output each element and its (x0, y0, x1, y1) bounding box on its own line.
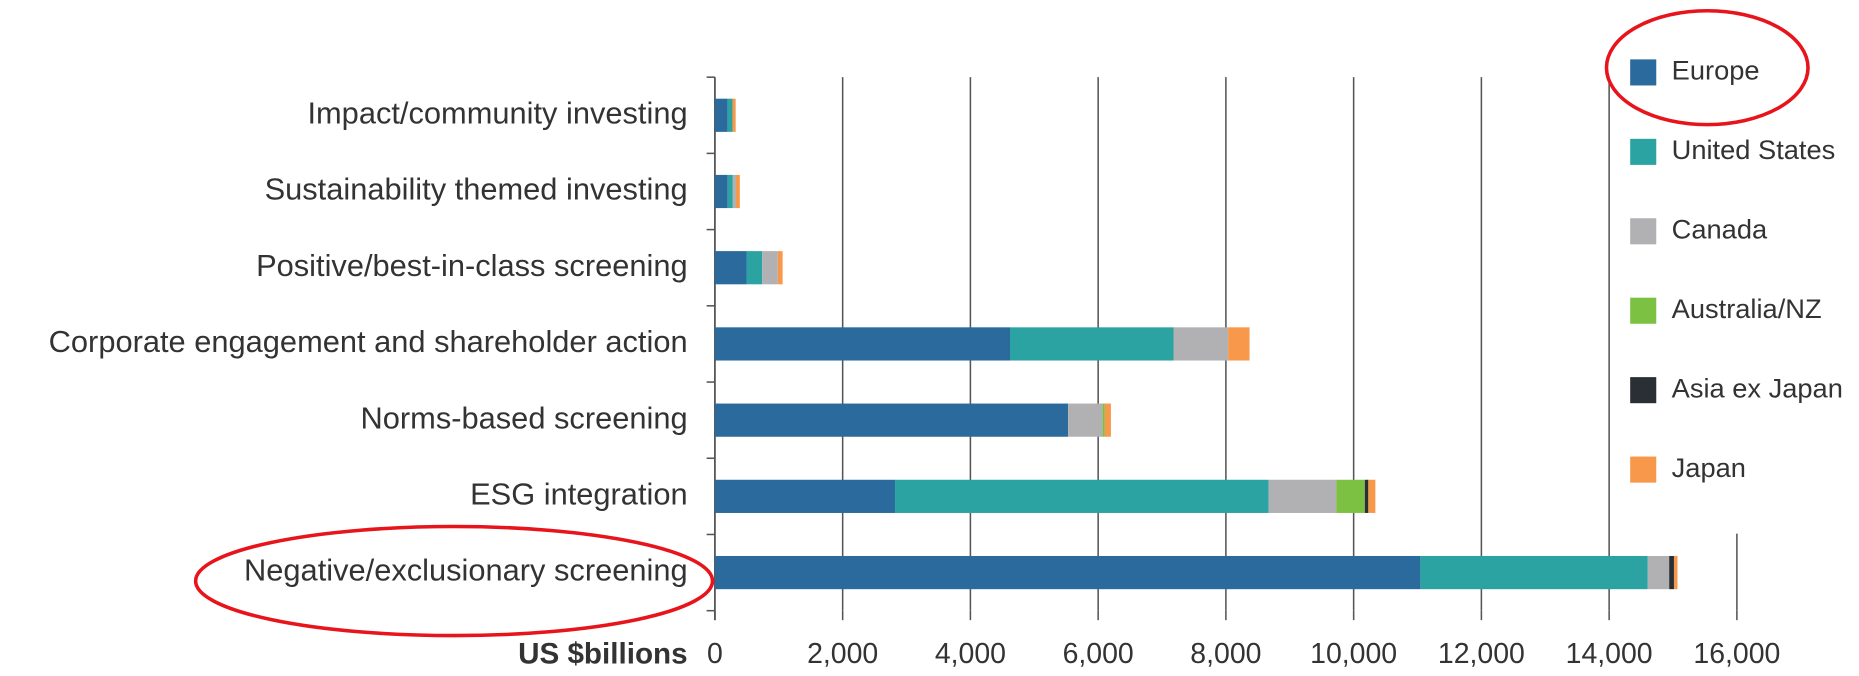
bar-segment (762, 251, 778, 285)
bar-segment (735, 174, 740, 209)
bar-segment (714, 174, 728, 209)
x-axis-label: US $billions (518, 638, 688, 671)
bar-segment (1647, 555, 1670, 590)
bar-segment (714, 327, 1011, 361)
plot: 0 2,000 4,000 6,000 8,000 10,000 12,000 14,000 1… (49, 55, 1843, 671)
bar-segment (1228, 327, 1250, 361)
bar-segment (1673, 555, 1678, 590)
x-tick-label: 2,000 (807, 638, 878, 670)
bar-segment (895, 479, 1269, 513)
bar-segment (714, 555, 1421, 590)
highlight-circle (193, 524, 715, 638)
legend-swatch (1630, 59, 1657, 86)
bar-segment (714, 98, 728, 132)
legend-swatch (1630, 218, 1657, 245)
legend-label: Asia ex Japan (1672, 372, 1843, 403)
x-tick-label: 14,000 (1566, 638, 1653, 670)
x-tick-label: 0 (707, 638, 723, 670)
y-tick-label: Sustainability themed investing (265, 172, 688, 207)
y-tick-label: Negative/exclusionary screening (244, 553, 688, 588)
bar-segment (777, 251, 783, 285)
bar-segment (727, 98, 733, 132)
x-tick-label: 12,000 (1438, 638, 1525, 670)
bar-segment (1102, 403, 1105, 437)
bar-segment (732, 174, 736, 209)
legend-label: United States (1672, 134, 1836, 165)
y-tick-label: Corporate engagement and shareholder act… (49, 324, 688, 359)
y-tick-label: Norms-based screening (361, 400, 688, 435)
bar-segment (727, 174, 733, 209)
bar-segment (1173, 327, 1229, 361)
y-tick-label: Positive/best-in-class screening (256, 248, 688, 283)
highlight-circle (1604, 8, 1810, 127)
x-tick-label: 8,000 (1190, 638, 1261, 670)
legend-label: Australia/NZ (1672, 293, 1822, 324)
y-tick-label: Impact/community investing (307, 95, 687, 130)
bar-segment (1068, 403, 1103, 437)
bar-segment (1368, 479, 1376, 513)
bar-segment (746, 251, 763, 285)
legend-swatch (1630, 297, 1657, 324)
bar-segment (1669, 555, 1674, 590)
bar-segment (1420, 555, 1648, 590)
bar-segment (1010, 327, 1174, 361)
legend-label: Europe (1672, 55, 1760, 86)
bar-segment (1336, 479, 1365, 513)
x-tick-label: 6,000 (1063, 638, 1134, 670)
x-tick-label: 10,000 (1310, 638, 1397, 670)
bar-segment (714, 479, 896, 513)
bar-segment (1104, 403, 1111, 437)
bar-segment (1268, 479, 1337, 513)
y-tick-label: ESG integration (470, 477, 688, 512)
legend-label: Canada (1672, 214, 1768, 245)
x-tick-label: 4,000 (935, 638, 1006, 670)
bar-segment (714, 403, 1069, 437)
legend-label: Japan (1672, 452, 1746, 483)
legend-swatch (1630, 138, 1657, 165)
bar-segment (732, 98, 736, 132)
legend-swatch (1630, 377, 1657, 404)
x-tick-label: 16,000 (1693, 638, 1780, 670)
legend-swatch (1630, 456, 1657, 483)
bar-segment (714, 251, 747, 285)
bar-segment (1364, 479, 1369, 513)
